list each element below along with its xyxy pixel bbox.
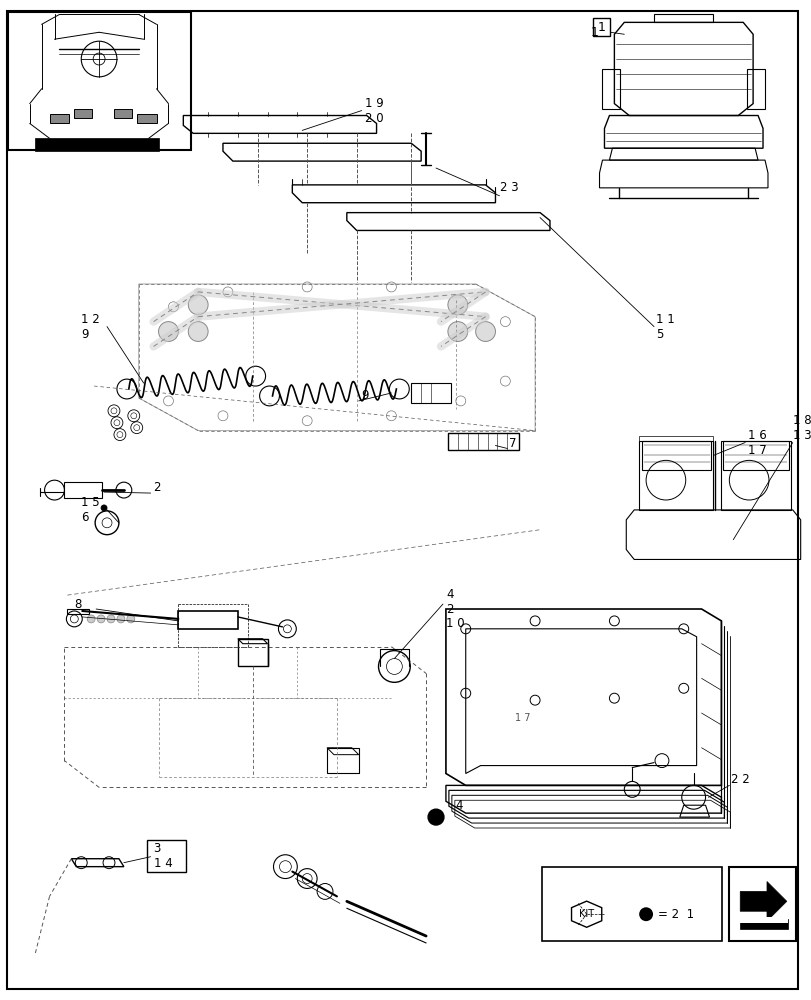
Bar xyxy=(542,867,722,941)
Text: 4: 4 xyxy=(445,588,453,601)
Text: 1: 1 xyxy=(590,26,598,39)
Bar xyxy=(49,114,69,123)
Circle shape xyxy=(97,615,105,623)
Text: 2 2: 2 2 xyxy=(731,773,749,786)
Text: 1 3: 1 3 xyxy=(792,429,810,442)
Bar xyxy=(327,748,358,773)
Circle shape xyxy=(638,907,652,921)
Text: 1: 1 xyxy=(597,21,605,34)
Circle shape xyxy=(116,482,131,498)
Text: 9: 9 xyxy=(81,328,88,341)
Bar xyxy=(75,109,92,118)
Text: 5: 5 xyxy=(655,328,663,341)
Circle shape xyxy=(448,322,467,341)
Circle shape xyxy=(117,615,125,623)
Bar xyxy=(410,383,450,403)
Circle shape xyxy=(188,295,208,315)
Circle shape xyxy=(101,505,107,511)
Text: 1 2: 1 2 xyxy=(81,313,100,326)
Text: 1 0: 1 0 xyxy=(445,617,464,630)
Bar xyxy=(136,114,157,123)
Text: 2: 2 xyxy=(445,603,453,616)
Text: 2: 2 xyxy=(153,481,161,494)
Text: 7: 7 xyxy=(508,437,517,450)
Text: 1 1: 1 1 xyxy=(655,313,674,326)
Text: 1 8: 1 8 xyxy=(792,414,810,427)
Bar xyxy=(740,919,787,929)
Text: = 2  1: = 2 1 xyxy=(657,908,693,921)
Bar xyxy=(602,69,620,109)
Polygon shape xyxy=(740,882,786,921)
Text: 4: 4 xyxy=(455,799,463,812)
Text: 1 6: 1 6 xyxy=(747,429,766,442)
Circle shape xyxy=(87,615,95,623)
Bar xyxy=(448,433,518,450)
Text: 1 5: 1 5 xyxy=(81,496,100,509)
Bar xyxy=(178,611,238,629)
Bar xyxy=(238,639,268,666)
Bar xyxy=(740,917,787,923)
Bar xyxy=(114,109,131,118)
Text: 6: 6 xyxy=(81,511,88,524)
Text: 2 3: 2 3 xyxy=(500,181,518,194)
Bar xyxy=(147,840,186,872)
Polygon shape xyxy=(35,138,158,151)
Circle shape xyxy=(475,322,495,341)
Circle shape xyxy=(158,322,178,341)
Text: 2 0: 2 0 xyxy=(364,112,383,125)
Bar xyxy=(64,482,102,498)
Text: 1 4: 1 4 xyxy=(153,857,172,870)
Bar xyxy=(592,18,610,36)
Text: 9: 9 xyxy=(361,389,369,402)
Circle shape xyxy=(427,809,444,825)
Circle shape xyxy=(127,615,135,623)
Circle shape xyxy=(107,615,115,623)
Text: 1 9: 1 9 xyxy=(364,97,383,110)
Bar xyxy=(746,69,764,109)
Circle shape xyxy=(188,322,208,341)
Circle shape xyxy=(448,295,467,315)
Bar xyxy=(8,12,191,150)
Text: 8: 8 xyxy=(75,598,82,611)
Text: 1 7: 1 7 xyxy=(515,713,530,723)
Text: KIT: KIT xyxy=(578,909,594,919)
Text: 3: 3 xyxy=(153,842,161,855)
Bar xyxy=(728,867,795,941)
Text: 1 7: 1 7 xyxy=(747,444,766,457)
